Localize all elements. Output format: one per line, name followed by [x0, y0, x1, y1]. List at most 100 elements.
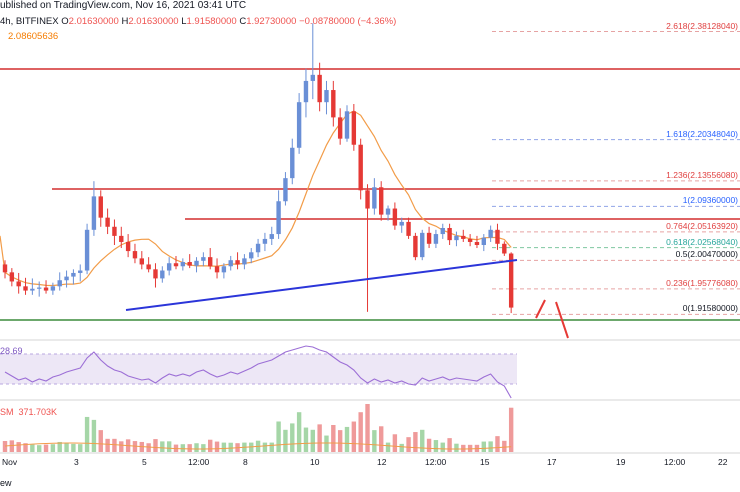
- candle-body: [173, 263, 179, 267]
- volume-bar: [269, 442, 274, 452]
- candle-body: [461, 235, 466, 239]
- fib-level-label: 1.236(2.13556080): [666, 169, 738, 180]
- volume-bar: [201, 444, 206, 452]
- candle-body: [64, 276, 69, 281]
- fib-level-label: 0.5(2.00470000): [675, 249, 738, 260]
- ohlc-bar: 4h, BITFINEX O2.01630000 H2.01630000 L1.…: [0, 16, 396, 27]
- candle-body: [228, 260, 233, 267]
- candle-body: [125, 241, 131, 252]
- candle-body: [344, 111, 350, 139]
- candle-body: [467, 238, 473, 242]
- volume-bar: [153, 439, 158, 452]
- volume-bar: [214, 441, 220, 452]
- volume-bar: [71, 443, 76, 452]
- volume-bar: [146, 443, 151, 452]
- volume-bar: [166, 441, 172, 452]
- volume-bar: [365, 404, 370, 452]
- close-label: C: [239, 16, 247, 27]
- close-value: 1.92730000: [246, 16, 297, 27]
- volume-bar: [385, 442, 391, 452]
- volume-bar: [337, 430, 343, 452]
- candle-body: [255, 243, 261, 253]
- volume-bar: [221, 442, 227, 452]
- candle-body: [43, 287, 49, 291]
- x-tick-label: 12:00: [664, 457, 686, 467]
- volume-bar: [481, 441, 486, 452]
- candle-body: [71, 272, 76, 277]
- volume-bar: [310, 429, 315, 452]
- candle-body: [139, 258, 144, 265]
- moving-average-value: 2.08605636: [8, 31, 59, 42]
- low-label: L: [181, 16, 187, 27]
- volume-bar: [433, 440, 439, 452]
- candle-body: [235, 260, 240, 265]
- candle-body: [283, 178, 288, 202]
- x-tick-label: 17: [547, 457, 557, 467]
- candle-body: [112, 226, 117, 236]
- volume-bar: [426, 438, 432, 452]
- volume-bar: [290, 423, 295, 452]
- candle-body: [84, 229, 90, 271]
- high-value: 2.01630000: [128, 16, 179, 27]
- candle-body: [488, 229, 493, 238]
- volume-bar: [276, 421, 281, 452]
- volume-bar: [420, 429, 425, 452]
- volume-bar: [112, 438, 117, 452]
- candle-body: [180, 262, 186, 267]
- volume-bar: [37, 445, 42, 452]
- candle-body: [474, 241, 480, 245]
- volume-bar: [502, 440, 507, 452]
- x-tick-label: 3: [74, 457, 79, 467]
- x-tick-label: 8: [243, 457, 248, 467]
- candle-body: [324, 90, 329, 103]
- volume-bar: [406, 437, 411, 452]
- volume-bar: [194, 443, 199, 452]
- volume-bar: [303, 427, 309, 452]
- volume-ma-line: [4, 442, 512, 450]
- fib-level-label: 0.236(1.95776080): [666, 277, 738, 288]
- fib-level-label: 0.618(2.02568040): [666, 236, 738, 247]
- volume-bar: [160, 441, 165, 452]
- candle-body: [276, 201, 281, 235]
- volume-bar: [2, 441, 8, 452]
- candle-body: [214, 266, 220, 273]
- low-value: 1.91580000: [186, 16, 237, 27]
- candle-body: [317, 74, 322, 103]
- candle-body: [392, 208, 398, 226]
- volume-bar: [351, 421, 357, 452]
- volume-bar: [454, 443, 459, 452]
- x-tick-label: 19: [616, 457, 626, 467]
- high-label: H: [121, 16, 129, 27]
- volume-bar: [324, 435, 329, 452]
- candle-body: [454, 235, 459, 241]
- candle-body: [160, 270, 165, 279]
- symbol-label: 4h, BITFINEX: [0, 16, 59, 27]
- volume-bar: [50, 444, 56, 452]
- volume-bar: [283, 429, 288, 452]
- candle-body: [433, 234, 439, 244]
- volume-bar: [30, 444, 35, 452]
- fib-level-label: 1(2.09360000): [682, 195, 738, 206]
- candle-body: [269, 234, 274, 239]
- candle-body: [30, 288, 35, 291]
- candle-body: [310, 74, 315, 81]
- volume-bar: [119, 441, 124, 452]
- x-tick-label: 12: [377, 457, 387, 467]
- candle-body: [440, 227, 445, 235]
- volume-bar: [91, 419, 97, 452]
- volume-bar: [392, 434, 398, 452]
- x-tick-label: 15: [480, 457, 490, 467]
- volume-bar: [488, 441, 493, 452]
- candle-body: [481, 237, 486, 245]
- volume-bar: [399, 443, 404, 452]
- candle-body: [119, 235, 124, 242]
- candle-body: [9, 272, 15, 282]
- volume-bar: [64, 443, 69, 452]
- candle-body: [303, 80, 309, 103]
- candle-body: [57, 280, 62, 287]
- candle-body: [495, 229, 500, 244]
- candle-body: [37, 287, 42, 289]
- rsi-line: [4, 345, 512, 399]
- candle-body: [351, 111, 357, 145]
